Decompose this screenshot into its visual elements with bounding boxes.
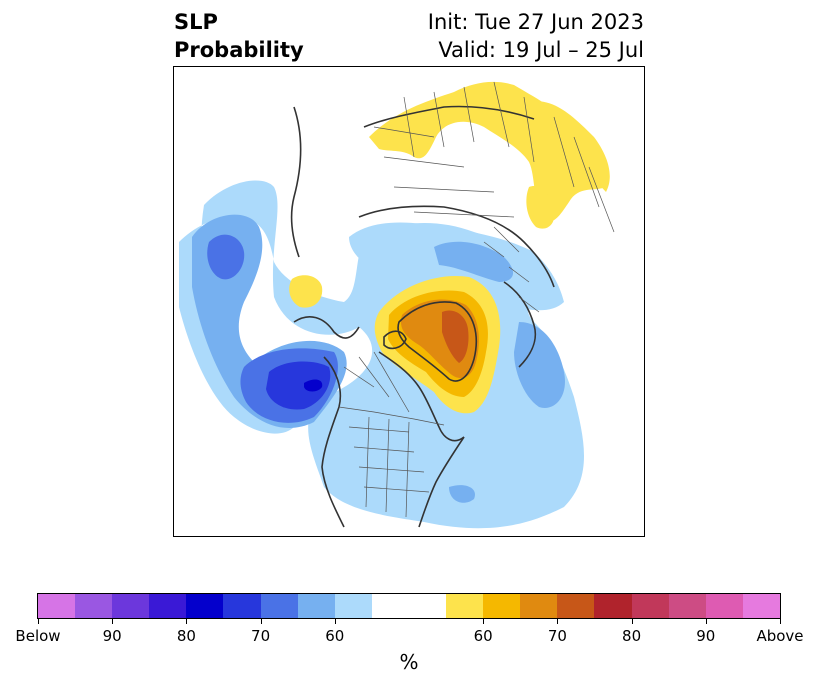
colorbar-swatch (334, 594, 372, 618)
coast-europe (503, 281, 537, 368)
coastlines (290, 105, 555, 528)
border-us-canada (338, 406, 445, 426)
colorbar-swatch (223, 594, 261, 618)
colorbar-swatch (520, 594, 558, 618)
coast-hudson-bay (378, 351, 465, 442)
colorbar-swatch (186, 594, 224, 618)
colorbar-tick-label: 80 (622, 627, 642, 645)
coast-north-america-west (321, 356, 345, 528)
colorbar-tick-label: 60 (473, 627, 493, 645)
colorbar-tick-mark (632, 619, 633, 624)
below-region-strong-aleutian (207, 234, 245, 280)
below-region-stronger-pacific (266, 361, 331, 410)
border-asia-2 (373, 126, 515, 218)
colorbar-swatch (75, 594, 113, 618)
border-europe-1 (483, 226, 540, 313)
colorbar-tick-label: 90 (102, 627, 122, 645)
init-date: Init: Tue 27 Jun 2023 (427, 10, 644, 34)
probability-colorbar (37, 593, 781, 619)
above-region-light-russia-south (526, 186, 555, 229)
below-region-mid-north (434, 241, 514, 282)
colorbar-swatch (149, 594, 187, 618)
coast-north-america-east (418, 436, 465, 528)
colorbar-swatch (483, 594, 521, 618)
border-asia-1 (403, 81, 535, 163)
colorbar-tick-label: 90 (696, 627, 716, 645)
colorbar-swatch (297, 594, 335, 618)
coast-asia-east (290, 106, 302, 258)
coast-siberia (363, 105, 535, 128)
colorbar-tick-mark (186, 619, 187, 624)
colorbar-tick-mark (38, 619, 39, 624)
colorbar-swatch (742, 594, 780, 618)
border-canada-provinces (343, 351, 410, 413)
border-us-states-2 (365, 416, 410, 518)
title-line-1: SLP (174, 10, 218, 34)
valid-date-range: Valid: 19 Jul – 25 Jul (438, 38, 644, 62)
colorbar-tick-mark (557, 619, 558, 624)
map-canvas (179, 81, 615, 529)
coast-greenland (397, 301, 478, 382)
colorbar-tick-mark (780, 619, 781, 624)
coast-alaska (293, 316, 360, 339)
coast-asia-north (358, 205, 555, 288)
colorbar-swatch (408, 594, 447, 618)
colorbar-swatch (260, 594, 298, 618)
colorbar-tick-label: Above (756, 627, 804, 645)
colorbar-tick-label: 70 (251, 627, 271, 645)
colorbar-swatch (668, 594, 706, 618)
colorbar-tick-mark (261, 619, 262, 624)
chart-title: SLP Probability (174, 8, 304, 64)
below-region-mid-atlantic (449, 485, 475, 503)
colorbar-tick-label: Below (15, 627, 61, 645)
above-region-light-alaska-patch (289, 275, 323, 308)
colorbar-tick-mark (335, 619, 336, 624)
polar-map (173, 66, 645, 537)
border-russia-east (553, 116, 615, 233)
below-region-core-pacific (304, 379, 323, 392)
colorbar-swatch (371, 594, 409, 618)
colorbar-swatch (557, 594, 595, 618)
colorbar-swatch (112, 594, 150, 618)
colorbar-swatch (631, 594, 669, 618)
borders (338, 81, 615, 518)
colorbar-tick-label: 80 (176, 627, 196, 645)
above-normal-shading (289, 81, 610, 414)
date-info: Init: Tue 27 Jun 2023 Valid: 19 Jul – 25… (428, 8, 644, 64)
colorbar-tick-mark (483, 619, 484, 624)
colorbar-tick-label: 70 (547, 627, 567, 645)
colorbar-swatch (446, 594, 484, 618)
colorbar-swatch (594, 594, 632, 618)
colorbar-swatch (38, 594, 76, 618)
colorbar-tick-label: 60 (325, 627, 345, 645)
below-region-mid-east (514, 322, 565, 408)
colorbar-tick-mark (706, 619, 707, 624)
colorbar-swatch (705, 594, 743, 618)
border-us-states-1 (348, 426, 430, 493)
colorbar-unit-label: % (399, 650, 419, 674)
coast-arctic-islands (383, 330, 407, 350)
colorbar-tick-mark (112, 619, 113, 624)
above-region-core-greenland (442, 310, 469, 363)
title-line-2: Probability (174, 38, 304, 62)
